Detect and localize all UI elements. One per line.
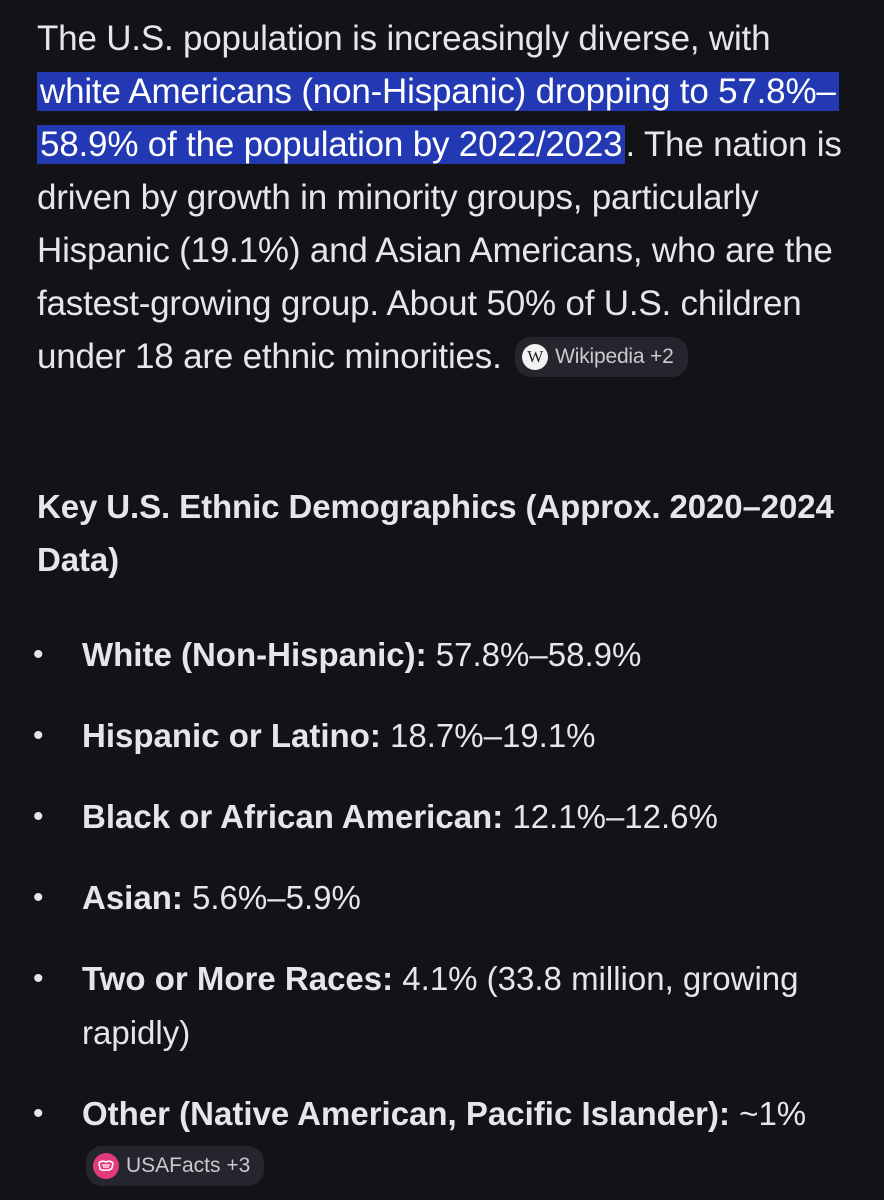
item-label: White (Non-Hispanic): <box>82 636 427 673</box>
usafacts-source-chip[interactable]: USAFacts +3 <box>86 1146 265 1186</box>
bullet-icon: • <box>33 800 44 833</box>
item-label: Other (Native American, Pacific Islander… <box>82 1095 730 1132</box>
item-label: Hispanic or Latino: <box>82 717 381 754</box>
list-item-other: • Other (Native American, Pacific Island… <box>33 1087 852 1195</box>
wikipedia-chip-label: Wikipedia +2 <box>555 345 674 368</box>
bullet-icon: • <box>33 881 44 914</box>
item-value: 18.7%–19.1% <box>380 717 596 754</box>
item-label: Asian: <box>82 879 183 916</box>
intro-text-before: The U.S. population is increasingly dive… <box>37 19 771 58</box>
item-value: 57.8%–58.9% <box>426 636 642 673</box>
bullet-icon: • <box>33 962 44 995</box>
bullet-icon: • <box>33 1097 44 1130</box>
list-item-white: • White (Non-Hispanic): 57.8%–58.9% <box>33 628 852 682</box>
list-item-hispanic: • Hispanic or Latino: 18.7%–19.1% <box>33 709 852 763</box>
usafacts-chip-label: USAFacts +3 <box>126 1154 251 1177</box>
answer-content: The U.S. population is increasingly dive… <box>33 12 852 1186</box>
bullet-icon: • <box>33 638 44 671</box>
usafacts-icon <box>93 1153 119 1179</box>
item-label: Two or More Races: <box>82 960 394 997</box>
item-value: ~1% <box>730 1095 807 1132</box>
list-item-two-or-more: • Two or More Races: 4.1% (33.8 million,… <box>33 952 852 1060</box>
list-item-black: • Black or African American: 12.1%–12.6% <box>33 790 852 844</box>
item-value: 4.1% (33.8 million, growing rapidly) <box>82 960 799 1051</box>
wikipedia-source-chip[interactable]: W Wikipedia +2 <box>515 337 688 377</box>
intro-paragraph: The U.S. population is increasingly dive… <box>37 12 852 383</box>
item-label: Black or African American: <box>82 798 504 835</box>
bullet-icon: • <box>33 719 44 752</box>
item-value: 5.6%–5.9% <box>182 879 361 916</box>
intro-text-after: . The nation is driven by growth in mino… <box>37 125 842 376</box>
wikipedia-icon: W <box>522 344 549 370</box>
list-item-asian: • Asian: 5.6%–5.9% <box>33 871 852 925</box>
section-heading: Key U.S. Ethnic Demographics (Approx. 20… <box>37 488 834 578</box>
item-value: 12.1%–12.6% <box>503 798 718 835</box>
